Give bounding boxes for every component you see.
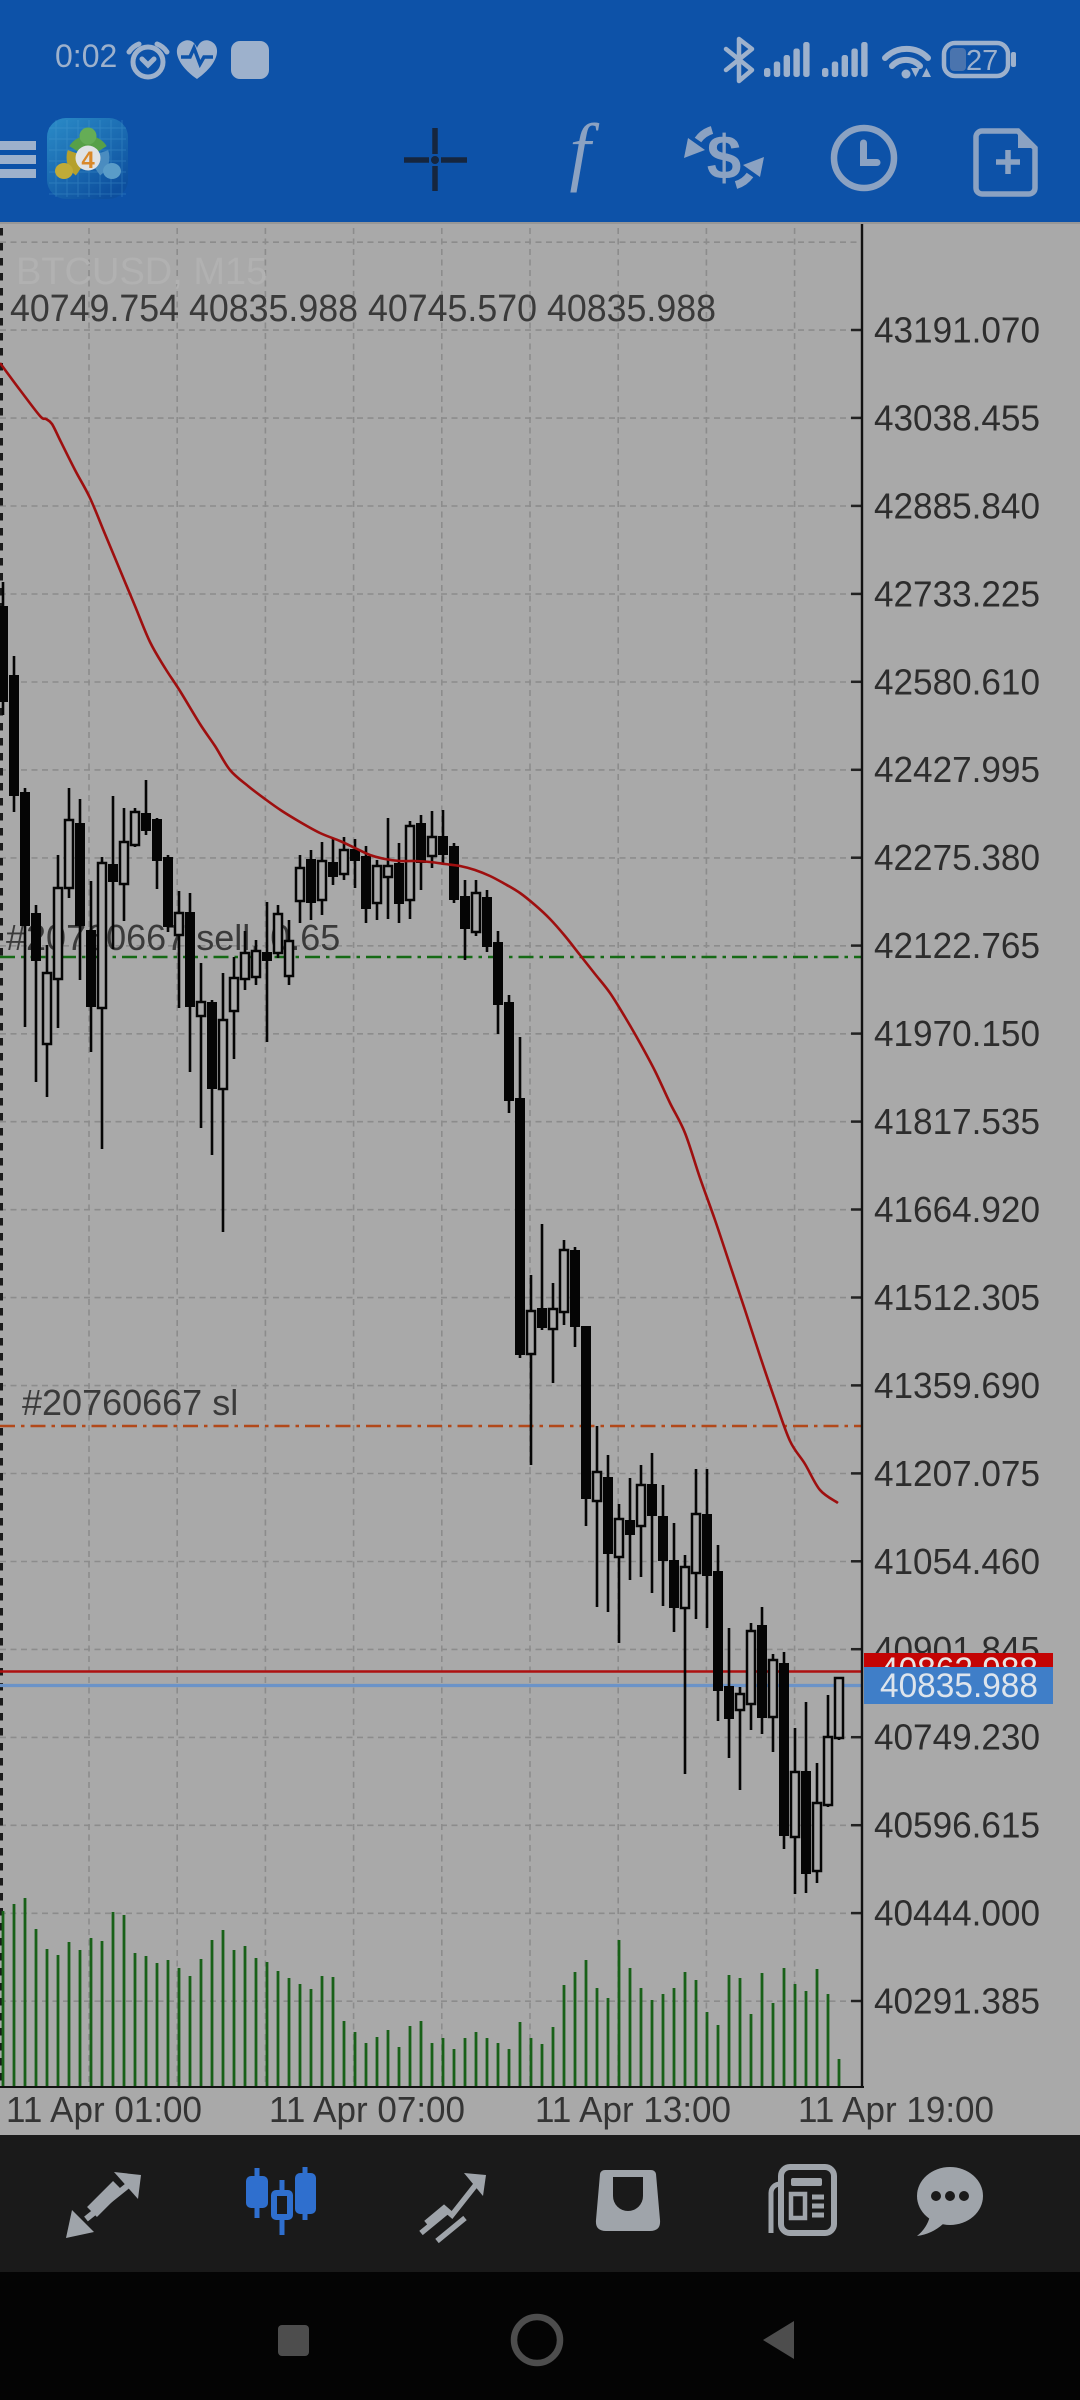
svg-text:40596.615: 40596.615 [874,1805,1040,1846]
svg-text:11 Apr 01:00: 11 Apr 01:00 [6,2089,202,2130]
svg-text:42122.765: 42122.765 [874,925,1040,966]
svg-text:41054.460: 41054.460 [874,1541,1040,1582]
svg-text:40749.230: 40749.230 [874,1717,1040,1758]
svg-text:42733.225: 42733.225 [874,573,1040,614]
svg-text:42275.380: 42275.380 [874,837,1040,878]
svg-text:0:02: 0:02 [55,38,117,74]
svg-text:43038.455: 43038.455 [874,397,1040,438]
svg-text:41359.690: 41359.690 [874,1365,1040,1406]
svg-text:40835.988: 40835.988 [880,1667,1038,1705]
svg-text:41970.150: 41970.150 [874,1013,1040,1054]
svg-text:40749.754 40835.988 40745.570: 40749.754 40835.988 40745.570 40835.988 [10,288,716,330]
svg-text:42580.610: 42580.610 [874,661,1040,702]
svg-text:40291.385: 40291.385 [874,1981,1040,2022]
svg-text:42885.840: 42885.840 [874,485,1040,526]
svg-text:41512.305: 41512.305 [874,1277,1040,1318]
svg-text:41207.075: 41207.075 [874,1453,1040,1494]
svg-text:41817.535: 41817.535 [874,1101,1040,1142]
svg-text:11 Apr 19:00: 11 Apr 19:00 [798,2089,994,2130]
svg-text:11 Apr 07:00: 11 Apr 07:00 [269,2089,465,2130]
svg-text:#20760667 sl: #20760667 sl [22,1382,238,1423]
svg-text:43191.070: 43191.070 [874,310,1040,351]
svg-text:27: 27 [966,45,998,77]
svg-text:42427.995: 42427.995 [874,749,1040,790]
svg-text:11 Apr 13:00: 11 Apr 13:00 [535,2089,731,2130]
svg-text:4: 4 [81,147,95,174]
svg-text:BTCUSD, M15: BTCUSD, M15 [16,251,267,293]
svg-text:40444.000: 40444.000 [874,1893,1040,1934]
svg-text:41664.920: 41664.920 [874,1189,1040,1230]
